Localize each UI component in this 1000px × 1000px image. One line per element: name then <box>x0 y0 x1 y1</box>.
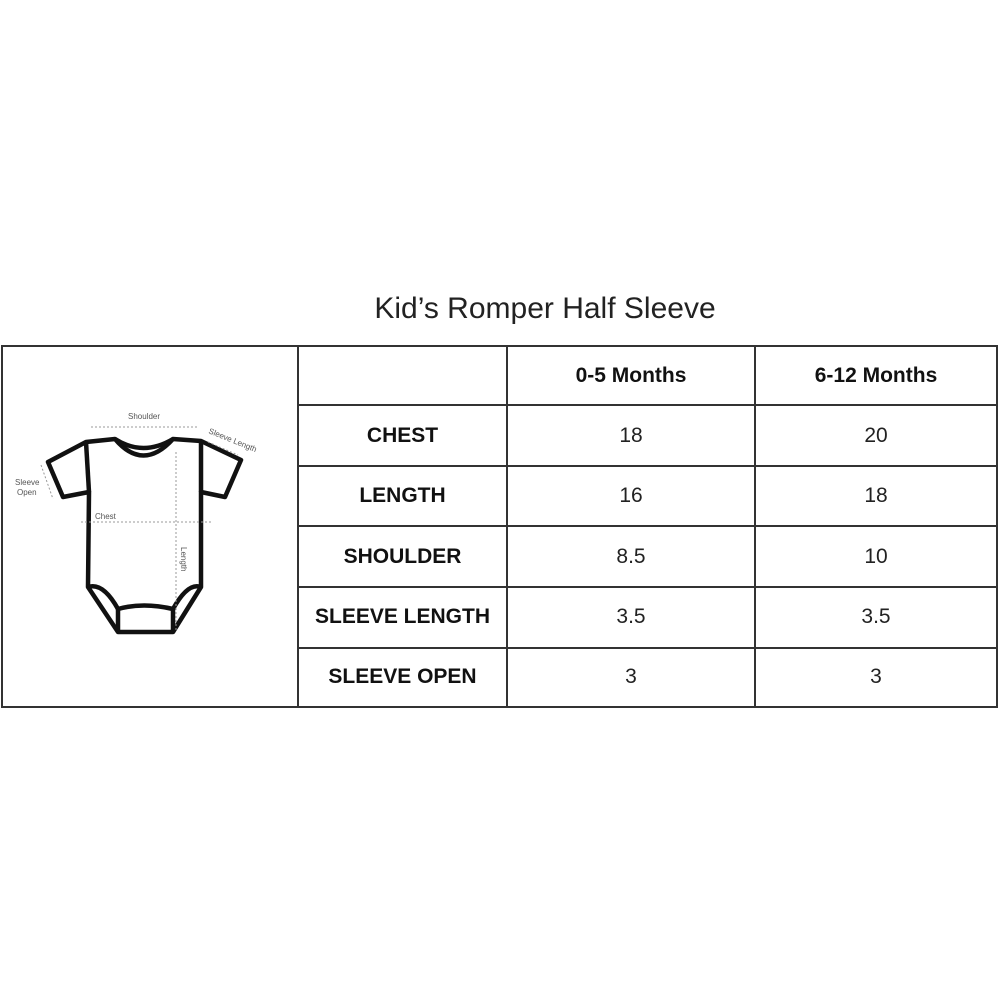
row-label: SLEEVE OPEN <box>299 646 508 706</box>
cell-value: 3 <box>506 646 756 706</box>
cell-value: 3.5 <box>754 586 996 649</box>
romper-diagram: Shoulder Sleeve Length Sleeve Open Chest… <box>3 347 299 706</box>
header-row: 0-5 Months 6-12 Months <box>299 347 996 407</box>
table-row: SHOULDER 8.5 10 <box>299 525 996 589</box>
sleeve-open-label-2: Open <box>17 488 37 497</box>
table-row: SLEEVE OPEN 3 3 <box>299 646 996 706</box>
romper-illustration-icon: Shoulder Sleeve Length Sleeve Open Chest… <box>15 412 258 635</box>
row-label: LENGTH <box>299 464 508 528</box>
shoulder-label: Shoulder <box>128 412 160 421</box>
row-label: SLEEVE LENGTH <box>299 586 508 649</box>
length-label: Length <box>179 547 188 571</box>
table-row: LENGTH 16 18 <box>299 464 996 528</box>
table-row: CHEST 18 20 <box>299 404 996 467</box>
page-title: Kid’s Romper Half Sleeve <box>374 292 716 325</box>
cell-value: 3 <box>754 646 996 706</box>
sleeve-open-label-1: Sleeve <box>15 478 40 487</box>
table-row: SLEEVE LENGTH 3.5 3.5 <box>299 586 996 649</box>
header-empty <box>299 347 508 407</box>
header-0-5-months: 0-5 Months <box>506 347 756 407</box>
cell-value: 8.5 <box>506 525 756 589</box>
size-chart: Shoulder Sleeve Length Sleeve Open Chest… <box>1 345 998 708</box>
cell-value: 18 <box>506 404 756 467</box>
size-table: 0-5 Months 6-12 Months CHEST 18 20 LENGT… <box>299 347 996 706</box>
cell-value: 20 <box>754 404 996 467</box>
cell-value: 16 <box>506 464 756 528</box>
cell-value: 3.5 <box>506 586 756 649</box>
row-label: CHEST <box>299 404 508 467</box>
cell-value: 10 <box>754 525 996 589</box>
cell-value: 18 <box>754 464 996 528</box>
header-6-12-months: 6-12 Months <box>754 347 996 407</box>
chest-label: Chest <box>95 512 117 521</box>
row-label: SHOULDER <box>299 525 508 589</box>
